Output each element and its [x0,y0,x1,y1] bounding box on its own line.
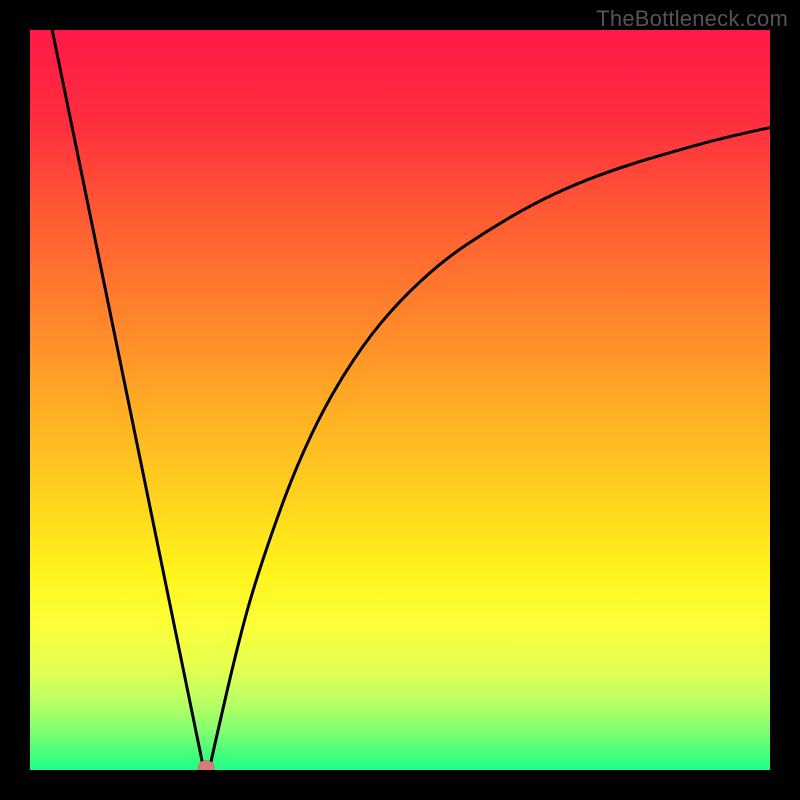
bottleneck-chart [30,30,770,770]
gradient-background [30,30,770,770]
watermark-text: TheBottleneck.com [596,6,788,32]
plot-area [30,30,770,770]
chart-frame: TheBottleneck.com [0,0,800,800]
